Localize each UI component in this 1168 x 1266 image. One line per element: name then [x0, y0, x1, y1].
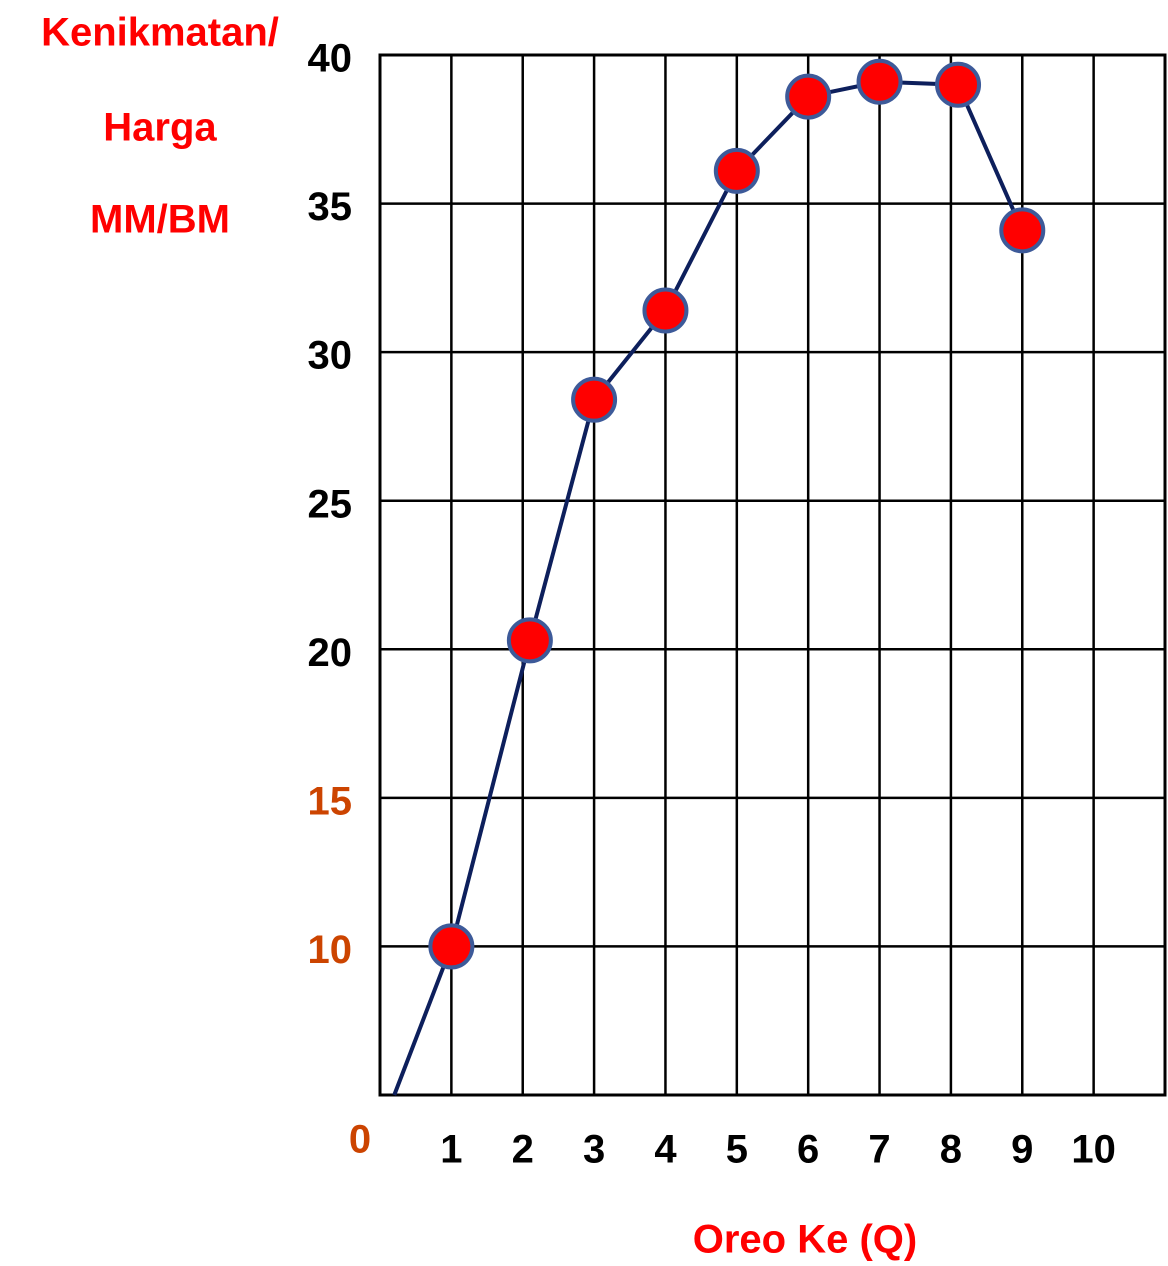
x-tick-label: 9	[1011, 1128, 1033, 1172]
marker	[571, 376, 618, 423]
y-title: Harga	[103, 106, 217, 150]
marker	[856, 58, 903, 105]
x-tick-label: 10	[1071, 1128, 1116, 1172]
x-tick-label: 4	[654, 1128, 677, 1172]
marker	[785, 73, 832, 120]
x-tick-label: 0	[349, 1118, 371, 1162]
y-title: Kenikmatan/	[41, 11, 279, 55]
marker	[713, 147, 760, 194]
y-tick-label: 20	[308, 631, 353, 675]
x-tick-label: 3	[583, 1128, 605, 1172]
y-tick-label: 15	[308, 779, 353, 823]
plot-frame	[378, 53, 1167, 1097]
y-title: MM/BM	[90, 198, 230, 242]
marker	[506, 617, 553, 664]
marker	[428, 923, 475, 970]
x-tick-label: 1	[440, 1128, 462, 1172]
x-tick-label: 5	[726, 1128, 748, 1172]
x-tick-label: 7	[868, 1128, 890, 1172]
y-tick-label: 25	[308, 482, 353, 526]
line	[392, 79, 1025, 1096]
marker	[642, 287, 689, 334]
y-tick-label: 30	[308, 334, 353, 378]
x-tick-label: 8	[940, 1128, 962, 1172]
marker	[999, 207, 1046, 254]
x-tick-label: 2	[512, 1128, 534, 1172]
y-tick-label: 10	[308, 928, 353, 972]
y-tick-label: 40	[308, 37, 353, 81]
x-axis-label: Oreo Ke (Q)	[693, 1218, 917, 1262]
x-tick-label: 6	[797, 1128, 819, 1172]
y-tick-label: 35	[308, 185, 353, 229]
marker	[935, 61, 982, 108]
